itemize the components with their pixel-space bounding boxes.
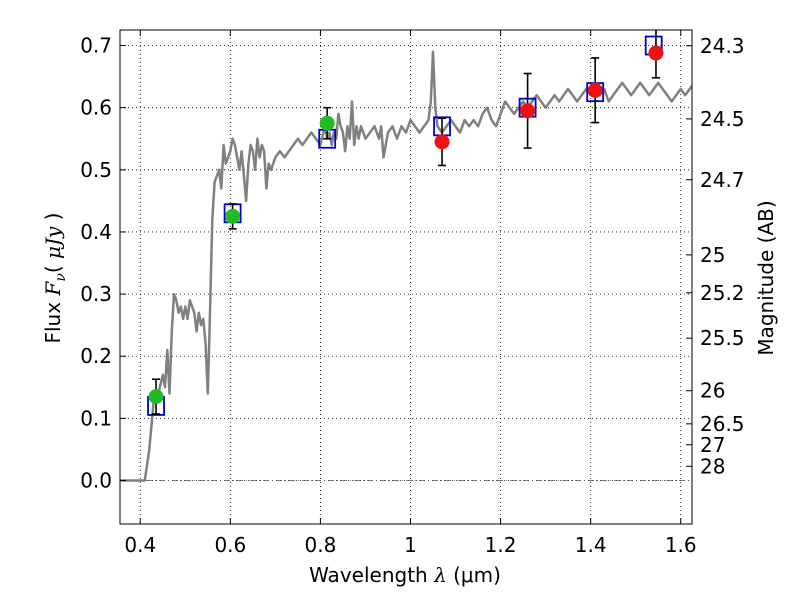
- y-tick-label: 0.4: [80, 220, 112, 244]
- y-tick-label: 0.5: [80, 158, 112, 182]
- observed-point: [319, 115, 335, 131]
- y-tick-label: 0.1: [80, 406, 112, 430]
- mag-tick-label: 26: [700, 379, 725, 403]
- mag-tick-label: 24.7: [700, 168, 745, 192]
- observed-point: [587, 82, 603, 98]
- x-tick-label: 1: [404, 533, 417, 557]
- model-sed-line: [120, 50, 692, 482]
- x-tick-label: 1.4: [575, 533, 607, 557]
- mag-tick-label: 24.5: [700, 107, 745, 131]
- mag-tick-label: 26.5: [700, 412, 745, 436]
- plot-frame: [119, 29, 693, 525]
- observed-point: [225, 208, 241, 224]
- mag-tick-label: 25.2: [700, 281, 745, 305]
- x-tick-label: 0.4: [124, 533, 156, 557]
- mag-tick-label: 24.3: [700, 34, 745, 58]
- x-tick-label: 0.6: [214, 533, 246, 557]
- x-tick-label: 1.2: [485, 533, 517, 557]
- mag-tick-label: 25: [700, 243, 725, 267]
- y2-axis-label: Magnitude (AB): [754, 200, 778, 355]
- y-axis-label: Flux Fν( μJy ): [41, 212, 69, 343]
- x-tick-label: 1.6: [665, 533, 697, 557]
- mag-tick-label: 27: [700, 433, 725, 457]
- axis-ticks: 0.4 0.6 0.8 1 1.2 1.4 1.6 0.0 0.1 0.2 0.3 0.4 0.5 0.6…: [80, 30, 745, 557]
- y-tick-label: 0.2: [80, 344, 112, 368]
- y-tick-label: 0.6: [80, 96, 112, 120]
- observed-point: [148, 389, 164, 405]
- mag-tick-label: 25.5: [700, 326, 745, 350]
- observed-point: [648, 45, 664, 61]
- mag-tick-label: 28: [700, 454, 725, 478]
- plot-area: [120, 30, 692, 482]
- observed-point: [434, 134, 450, 150]
- x-axis-label: Wavelength λ (μm): [309, 563, 501, 587]
- observed-point: [520, 103, 536, 119]
- grid: [120, 30, 692, 524]
- series-group: [120, 30, 692, 482]
- y-tick-label: 0.7: [80, 34, 112, 58]
- x-tick-label: 0.8: [305, 533, 337, 557]
- y-tick-label: 0.0: [80, 469, 112, 493]
- y-tick-label: 0.3: [80, 282, 112, 306]
